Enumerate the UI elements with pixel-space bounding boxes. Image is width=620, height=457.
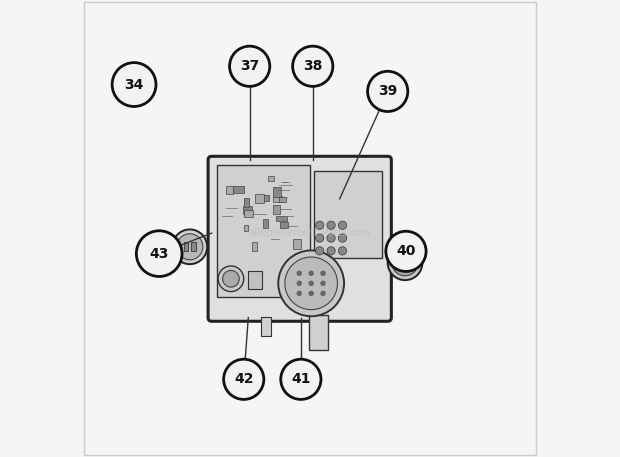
Circle shape <box>293 46 333 86</box>
Circle shape <box>339 221 347 229</box>
Bar <box>184 242 188 251</box>
Circle shape <box>308 281 314 286</box>
Circle shape <box>177 234 203 260</box>
Circle shape <box>321 281 326 286</box>
Circle shape <box>388 245 422 280</box>
Circle shape <box>316 221 324 229</box>
Bar <box>262 218 268 228</box>
Circle shape <box>405 265 409 268</box>
Circle shape <box>281 359 321 399</box>
Bar <box>259 195 268 201</box>
Bar <box>244 197 249 207</box>
Circle shape <box>392 250 418 276</box>
Bar <box>273 196 281 202</box>
Circle shape <box>308 271 314 276</box>
Text: 34: 34 <box>125 78 144 91</box>
Bar <box>273 205 280 214</box>
Text: 37: 37 <box>240 59 259 73</box>
Text: 39: 39 <box>378 85 397 98</box>
Text: 38: 38 <box>303 59 322 73</box>
Circle shape <box>136 231 182 276</box>
FancyBboxPatch shape <box>314 171 382 258</box>
Bar <box>276 216 287 221</box>
Circle shape <box>308 291 314 296</box>
Circle shape <box>368 71 408 112</box>
Circle shape <box>321 271 326 276</box>
Bar <box>191 242 196 251</box>
Circle shape <box>386 231 426 271</box>
Bar <box>273 187 281 197</box>
Bar <box>252 242 257 250</box>
Bar <box>280 223 288 228</box>
Bar <box>261 317 271 336</box>
Bar <box>244 210 253 217</box>
Circle shape <box>399 265 402 268</box>
Circle shape <box>316 234 324 242</box>
Text: 40: 40 <box>396 244 415 258</box>
Circle shape <box>327 247 335 255</box>
Circle shape <box>339 234 347 242</box>
Circle shape <box>278 250 344 316</box>
Circle shape <box>321 291 326 296</box>
Circle shape <box>172 229 207 264</box>
Bar <box>248 271 262 289</box>
Circle shape <box>229 46 270 86</box>
Text: aReplacement-Parts.com: aReplacement-Parts.com <box>249 228 371 238</box>
Bar <box>243 206 252 214</box>
Circle shape <box>327 234 335 242</box>
Bar <box>244 225 248 231</box>
Circle shape <box>316 247 324 255</box>
Circle shape <box>223 271 239 287</box>
Bar <box>278 197 286 202</box>
Circle shape <box>296 281 302 286</box>
Bar <box>309 315 328 350</box>
Text: 42: 42 <box>234 372 254 386</box>
Bar <box>255 194 264 202</box>
Text: 43: 43 <box>149 247 169 260</box>
Circle shape <box>327 221 335 229</box>
Circle shape <box>405 258 409 262</box>
Circle shape <box>218 266 244 292</box>
Bar <box>268 176 274 181</box>
Circle shape <box>339 247 347 255</box>
Circle shape <box>224 359 264 399</box>
Circle shape <box>296 291 302 296</box>
FancyBboxPatch shape <box>208 156 391 321</box>
Bar <box>233 186 244 193</box>
Bar <box>293 239 301 249</box>
Text: 41: 41 <box>291 372 311 386</box>
Circle shape <box>112 63 156 106</box>
Circle shape <box>399 258 402 262</box>
Circle shape <box>285 257 337 310</box>
Bar <box>226 186 232 194</box>
FancyBboxPatch shape <box>217 165 309 297</box>
Circle shape <box>296 271 302 276</box>
